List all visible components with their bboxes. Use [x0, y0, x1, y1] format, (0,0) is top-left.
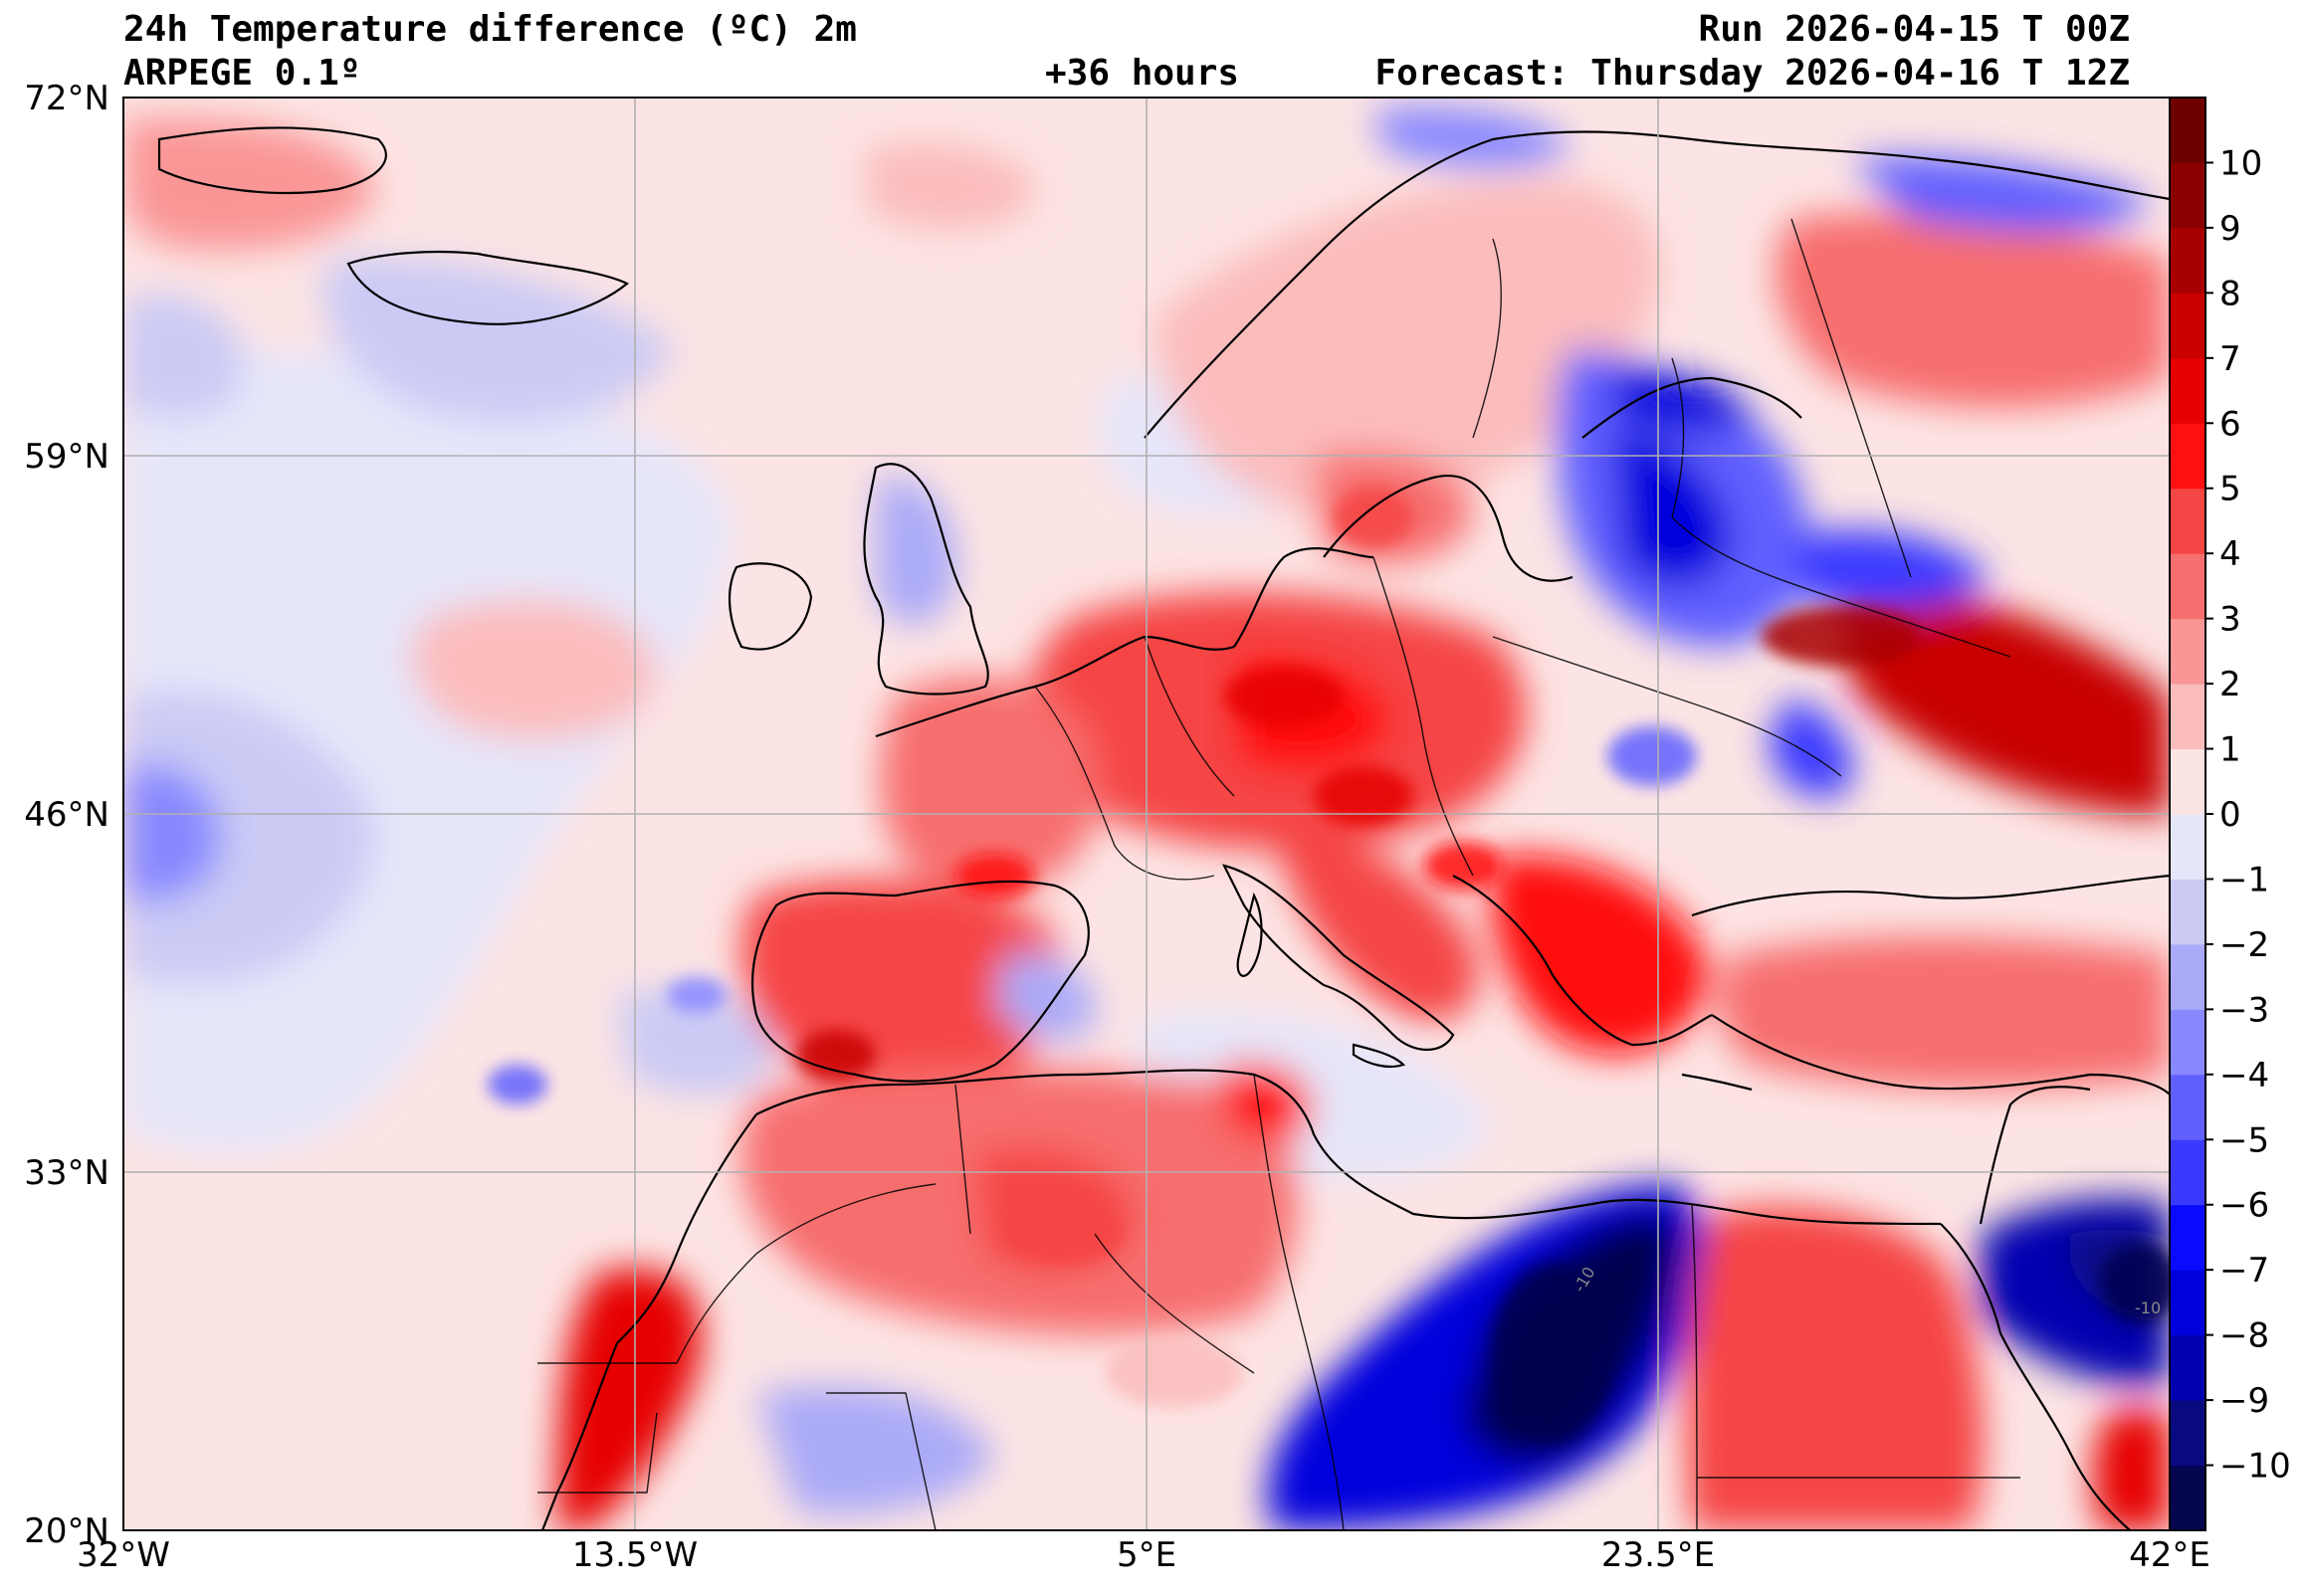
lat-tick-label: 72°N: [24, 79, 109, 118]
axis-labels: 32°W 13.5°W 5°E 23.5°E 42°E 72°N 59°N 46°N 33°N 2…: [24, 79, 2210, 1575]
colorbar-tick-label: −6: [2219, 1186, 2269, 1226]
lon-tick-label: 13.5°W: [572, 1535, 698, 1575]
run-time: Run 2026-04-15 T 00Z: [1698, 9, 2130, 50]
colorbar-tick-label: −3: [2219, 990, 2269, 1030]
colorbar-tick-label: 5: [2219, 470, 2241, 509]
colorbar-tick-label: 7: [2219, 339, 2241, 379]
colorbar-tick-label: −9: [2219, 1381, 2269, 1421]
colorbar-tick-label: 4: [2219, 534, 2241, 574]
colorbar-swatch: [2170, 488, 2205, 554]
colorbar-swatch: [2170, 1204, 2205, 1271]
colorbar-tick-label: 8: [2219, 274, 2241, 313]
colorbar-swatch: [2170, 1009, 2205, 1076]
colorbar-tick-label: 3: [2219, 600, 2241, 640]
colorbar-swatch: [2170, 423, 2205, 490]
colorbar-swatch: [2170, 553, 2205, 620]
colorbar-tick-label: 1: [2219, 730, 2241, 770]
lat-tick-label: 59°N: [24, 437, 109, 477]
lat-tick-label: 46°N: [24, 795, 109, 835]
lon-tick-label: 5°E: [1117, 1535, 1176, 1575]
coastlines: [157, 126, 2170, 1530]
colorbar-swatch: [2170, 1400, 2205, 1467]
colorbar-swatch: [2170, 1334, 2205, 1401]
colorbar-swatch: [2170, 98, 2205, 163]
colorbar-tick-label: 0: [2219, 795, 2241, 835]
colorbar-swatch: [2170, 293, 2205, 359]
colorbar-swatch: [2170, 227, 2205, 294]
colorbar-swatch: [2170, 1139, 2205, 1206]
lon-tick-label: 42°E: [2129, 1535, 2210, 1575]
colorbar-tick-label: −2: [2219, 925, 2269, 965]
colorbar-tick-label: −8: [2219, 1316, 2269, 1356]
colorbar-tick-label: 6: [2219, 404, 2241, 444]
colorbar-tick-label: −4: [2219, 1056, 2269, 1096]
colorbar-tick-label: 10: [2219, 143, 2262, 183]
colorbar-swatch: [2170, 1270, 2205, 1336]
colorbar-swatch: [2170, 357, 2205, 424]
lead-time: +36 hours: [1045, 53, 1240, 94]
colorbar-swatch: [2170, 943, 2205, 1010]
lat-tick-label: 33°N: [24, 1153, 109, 1193]
colorbar-tick-label: 2: [2219, 665, 2241, 704]
lon-tick-label: 32°W: [77, 1535, 170, 1575]
colorbar-swatch: [2170, 1465, 2205, 1531]
lat-tick-label: 20°N: [24, 1511, 109, 1551]
colorbar-swatch: [2170, 618, 2205, 685]
borders: [537, 218, 2020, 1530]
colorbar-tick-label: −1: [2219, 860, 2269, 899]
colorbar-swatch: [2170, 684, 2205, 750]
colorbar-tick-label: 9: [2219, 209, 2241, 249]
model-name: ARPEGE 0.1º: [123, 53, 361, 94]
lon-tick-label: 23.5°E: [1601, 1535, 1715, 1575]
colorbar-swatch: [2170, 1074, 2205, 1140]
forecast-time: Forecast: Thursday 2026-04-16 T 12Z: [1374, 53, 2130, 94]
colorbar-tick-label: −10: [2219, 1447, 2291, 1487]
colorbar-tick-label: −7: [2219, 1251, 2269, 1291]
colorbar-swatch: [2170, 162, 2205, 229]
colorbar-swatch: [2170, 879, 2205, 945]
colorbar-swatch: [2170, 814, 2205, 880]
chart-title: 24h Temperature difference (ºC) 2m: [123, 9, 857, 50]
contour-label: -10: [2135, 1298, 2161, 1317]
colorbar-tick-label: −5: [2219, 1120, 2269, 1160]
colorbar-swatch: [2170, 748, 2205, 815]
